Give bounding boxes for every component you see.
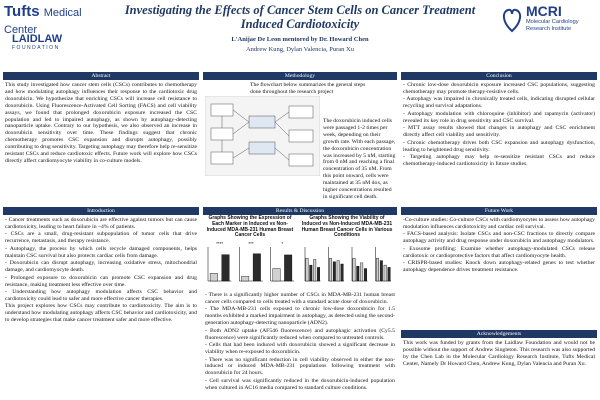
list-item: - Cell survival was significantly reduce… bbox=[205, 377, 395, 391]
bar bbox=[272, 268, 281, 282]
authors: L'Anijae De Leon mentored by Dr. Howard … bbox=[231, 36, 369, 43]
flow-box bbox=[288, 105, 314, 119]
results-charts: Graphs Showing the Expression of Each Ma… bbox=[203, 215, 397, 292]
list-item: - Autophagy was impaired in chronically … bbox=[403, 96, 595, 110]
methodology-text: The doxorubicin induced cells were passa… bbox=[323, 118, 396, 200]
list-item: - Prolonged exposure to doxorubicin can … bbox=[5, 274, 197, 288]
bar bbox=[360, 262, 364, 282]
logo-text: Medical Center bbox=[4, 7, 82, 36]
abstract-text: This study investigated how cancer stem … bbox=[5, 82, 197, 164]
bar bbox=[383, 265, 387, 282]
flowchart bbox=[205, 96, 320, 176]
list-item: - Autophagy modulation with chloroquine … bbox=[403, 110, 595, 124]
bar bbox=[305, 258, 309, 282]
list-item: - Doxorubicin can disrupt autophagy, inc… bbox=[5, 260, 197, 274]
list-item: - Exosome profiling: Examine whether aut… bbox=[403, 245, 595, 259]
significance-label: * bbox=[281, 241, 283, 246]
list-item: -Co-culture studies: Co-culture CSCs wit… bbox=[403, 217, 595, 230]
section-header: Conclusion bbox=[401, 72, 597, 80]
list-item: This project explores how CSCs may contr… bbox=[5, 303, 197, 324]
bar bbox=[356, 266, 360, 282]
section-header: Future Work bbox=[401, 207, 597, 215]
section-header: Abstract bbox=[3, 72, 199, 80]
bar bbox=[336, 260, 340, 282]
list-item: - There is a significantly higher number… bbox=[205, 292, 395, 305]
logo-text: Tufts bbox=[4, 3, 40, 20]
bar bbox=[241, 276, 250, 282]
bar bbox=[340, 263, 344, 282]
list-item: - Autophagy, the process by which cells … bbox=[5, 245, 197, 259]
list-item: - Chronic chemotherapy drives both CSC e… bbox=[403, 139, 595, 153]
section-header: Results & Discussion bbox=[203, 207, 397, 215]
acknowledgements-text: This work was funded by grants from the … bbox=[403, 340, 595, 367]
flow-arrows bbox=[221, 109, 290, 161]
bar bbox=[328, 258, 332, 282]
list-item: - The MDA-MB-231 cells exposed to chroni… bbox=[205, 306, 395, 327]
list-item: - Chronic low-dose doxorubicin exposure … bbox=[403, 82, 595, 95]
mcri-logo: MCRI Molecular Cardiology Research Insti… bbox=[526, 4, 598, 32]
significance-label: **** bbox=[216, 241, 223, 246]
chart-title: Graphs Showing the Expression of Each Ma… bbox=[206, 215, 294, 239]
heart-icon bbox=[502, 8, 522, 33]
chart-plot: **** *** * bbox=[207, 241, 294, 282]
logo-text: MCRI bbox=[526, 3, 562, 19]
list-item: - Both ADN2 uptake (AF546 fluorescence) … bbox=[205, 327, 395, 341]
flow-box bbox=[248, 115, 276, 129]
list-item: - There was no significant reduction in … bbox=[205, 356, 395, 377]
flow-box bbox=[210, 103, 234, 117]
chart-title: Graphs Showing the Viability of Induced … bbox=[301, 215, 393, 239]
chart: Graphs Showing the Expression of Each Ma… bbox=[203, 215, 297, 296]
list-item: - MTT assay results showed that changes … bbox=[403, 125, 595, 139]
mcri-icon bbox=[502, 8, 522, 33]
results-list: - There is a significantly higher number… bbox=[205, 292, 395, 392]
list-item: - Cancer treatments such as doxorubicin … bbox=[5, 217, 197, 230]
collaborators: Andrew Kung, Dylan Valencia, Puran Xu bbox=[245, 46, 354, 53]
logo-text: LAIDLAW bbox=[12, 33, 63, 45]
bar bbox=[375, 258, 379, 282]
bar bbox=[221, 254, 230, 282]
flow-box bbox=[210, 127, 234, 141]
flow-box bbox=[248, 141, 276, 155]
flow-box bbox=[210, 151, 234, 165]
list-item: - Cells that had been induced with doxor… bbox=[205, 342, 395, 356]
logo-text: Molecular Cardiology Research Institute bbox=[526, 19, 579, 32]
bar bbox=[332, 261, 336, 282]
bar bbox=[379, 260, 383, 282]
section-header: Acknowledgements bbox=[401, 330, 597, 338]
logo-text: FOUNDATION bbox=[12, 45, 60, 51]
list-item: - FACS-based analysis: Isolate CSCs and … bbox=[403, 231, 595, 245]
section-header: Introduction bbox=[3, 207, 199, 215]
laidlaw-logo: LAIDLAW FOUNDATION bbox=[12, 33, 102, 52]
bar bbox=[317, 267, 321, 282]
future-work-list: -Co-culture studies: Co-culture CSCs wit… bbox=[403, 217, 595, 275]
list-item: - Targeting autophagy may help re-sensit… bbox=[403, 154, 595, 167]
list-item: - Understanding how autophagy modulation… bbox=[5, 289, 197, 302]
list-item: - CSCs are a small, drug-resistant subpo… bbox=[5, 231, 197, 245]
flow-box bbox=[288, 129, 314, 143]
chart: Graphs Showing the Viability of Induced … bbox=[300, 215, 394, 296]
list-item: - CRISPR-based studies: Knock down autop… bbox=[403, 260, 595, 274]
bar bbox=[387, 267, 391, 282]
bar bbox=[284, 254, 293, 282]
bar bbox=[352, 258, 356, 282]
bar bbox=[364, 268, 368, 282]
bar bbox=[309, 265, 313, 282]
conclusion-list: - Chronic low-dose doxorubicin exposure … bbox=[403, 82, 595, 168]
introduction-list: - Cancer treatments such as doxorubicin … bbox=[5, 217, 197, 325]
tufts-logo: Tufts Medical Center bbox=[4, 4, 104, 38]
poster-title: Investigating the Effects of Cancer Stem… bbox=[124, 3, 476, 31]
header-band bbox=[0, 0, 600, 70]
chart-plot bbox=[304, 247, 391, 282]
bar bbox=[209, 273, 218, 282]
bar bbox=[252, 253, 261, 282]
significance-label: *** bbox=[248, 241, 254, 246]
bar bbox=[313, 259, 317, 282]
methodology-intro: The flowchart below summarizes the gener… bbox=[250, 82, 366, 95]
flow-box bbox=[288, 153, 314, 167]
section-header: Methodology bbox=[203, 72, 397, 80]
